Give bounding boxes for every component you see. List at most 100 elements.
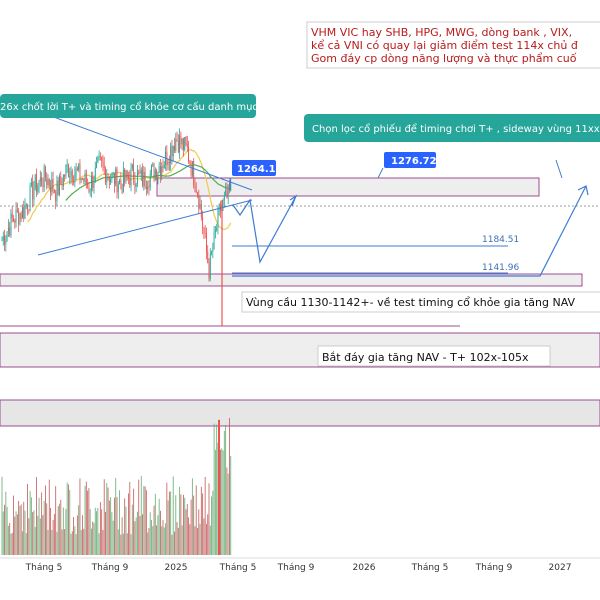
candle-body — [70, 171, 72, 176]
volume-bar — [163, 527, 165, 555]
badge-pointer-1276 — [377, 167, 384, 179]
candle-body — [185, 136, 187, 144]
candle-body — [167, 161, 169, 165]
candle-body — [110, 179, 112, 183]
volume-bar — [174, 531, 175, 555]
volume-bar — [92, 521, 94, 555]
candle-body — [230, 184, 232, 191]
volume-bar — [112, 520, 114, 555]
candle-body — [23, 206, 25, 219]
volume-bar — [135, 517, 137, 555]
candle-body — [222, 199, 224, 207]
candle-body — [216, 228, 218, 231]
candle-body — [32, 181, 34, 200]
candle-body — [126, 170, 128, 177]
volume-bar — [106, 482, 108, 555]
volume-bar — [115, 478, 117, 555]
x-tick-label: Tháng 5 — [411, 563, 449, 573]
candle-body — [140, 169, 142, 175]
candle-body — [65, 165, 67, 177]
volume-bar — [75, 534, 77, 555]
volume-bar — [4, 504, 6, 555]
volume-bar — [199, 523, 201, 555]
volume-bar — [78, 505, 80, 555]
candle-body — [136, 171, 138, 185]
volume-bar — [18, 500, 20, 555]
candle-body — [20, 213, 22, 219]
volume-bar — [131, 504, 133, 555]
volume-bar — [5, 491, 7, 555]
candle-body — [60, 176, 62, 184]
volume-bar — [213, 423, 215, 555]
candle-body — [64, 174, 66, 177]
candle-body — [99, 156, 101, 158]
candle-body — [52, 179, 54, 191]
volume-bar — [208, 483, 210, 555]
volume-bar — [37, 515, 39, 555]
volume-bar — [170, 491, 172, 555]
candle-body — [202, 216, 204, 228]
candle-body — [156, 170, 158, 180]
volume-bar — [50, 508, 52, 555]
candle-body — [131, 164, 133, 169]
candle-body — [11, 213, 13, 219]
volume-bar — [1, 476, 3, 555]
candle-body — [106, 176, 108, 183]
candle-body — [217, 209, 219, 229]
volume-bar — [122, 533, 124, 555]
volume-bar — [140, 475, 142, 555]
candle-body — [152, 164, 154, 166]
candle-body — [94, 167, 96, 183]
volume-bar — [62, 507, 64, 555]
volume-bar — [226, 467, 228, 555]
candle-body — [144, 171, 146, 187]
x-tick-label: Tháng 9 — [277, 563, 315, 573]
candle-body — [37, 185, 39, 192]
volume-bar — [99, 502, 101, 555]
candle-body — [62, 174, 64, 186]
volume-bar — [70, 533, 72, 555]
candle-body — [225, 190, 227, 196]
callout-left-bg — [0, 94, 256, 118]
volume-bar — [10, 533, 12, 555]
candle-body — [158, 166, 160, 173]
candle-body — [9, 227, 11, 236]
candle-body — [74, 174, 76, 183]
candle-body — [203, 227, 205, 233]
candle-body — [56, 180, 58, 201]
candle-body — [85, 173, 87, 185]
candle-body — [97, 157, 99, 164]
candle-body — [57, 180, 59, 195]
candle-body — [30, 181, 32, 186]
candle-body — [125, 170, 127, 182]
candle-body — [198, 194, 200, 209]
candle-body — [112, 172, 114, 174]
volume-bar — [48, 479, 50, 555]
candle-body — [28, 209, 30, 211]
candle-body — [212, 248, 214, 252]
volume-bar — [151, 519, 152, 555]
volume-bar — [200, 486, 202, 555]
candle-body — [177, 140, 179, 153]
candle-body — [133, 164, 135, 181]
candle-body — [46, 178, 48, 186]
candle-body — [122, 169, 124, 193]
volume-bar — [57, 506, 59, 555]
volume-bar — [16, 514, 18, 555]
candle-body — [76, 168, 78, 171]
candle-body — [88, 185, 90, 192]
candle-body — [135, 184, 137, 187]
volume-bar — [64, 529, 66, 555]
candle-body — [66, 164, 68, 166]
candle-body — [117, 184, 119, 193]
volume-bar — [102, 529, 104, 555]
volume-bar — [9, 522, 11, 555]
volume-bar — [41, 492, 43, 555]
candle-body — [78, 163, 80, 171]
volume-bar — [43, 500, 45, 555]
volume-bar — [181, 525, 183, 555]
candle-body — [200, 203, 202, 217]
candle-body — [171, 145, 173, 157]
